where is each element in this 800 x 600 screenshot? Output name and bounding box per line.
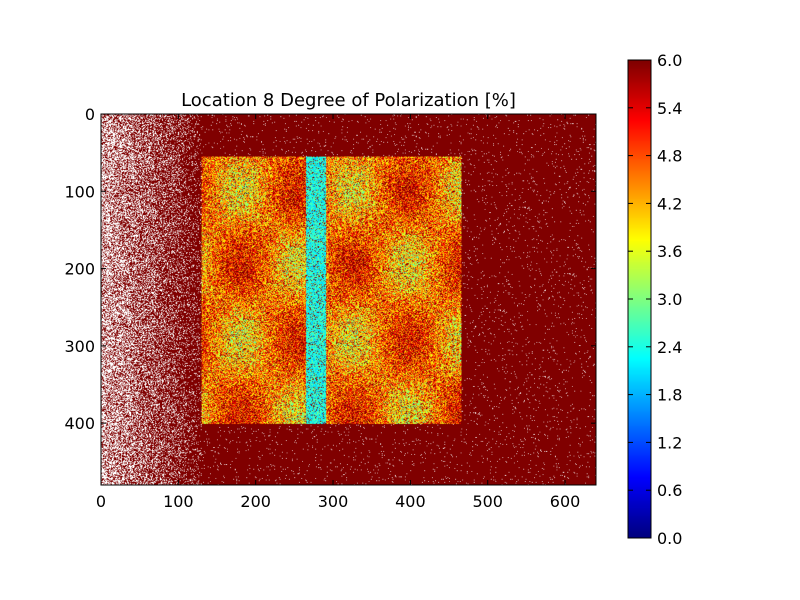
colorbar-tick-label: 6.0 <box>657 51 682 70</box>
x-tick-label: 600 <box>550 492 581 511</box>
colorbar-tick-label: 5.4 <box>657 99 682 118</box>
y-tick-label: 300 <box>64 337 95 356</box>
colorbar: 0.0 0.6 1.2 1.8 2.4 3.0 3.6 4.2 4.8 5.4 6.0 <box>627 51 682 548</box>
y-tick-label: 200 <box>64 260 95 279</box>
y-tick-label: 400 <box>64 414 95 433</box>
y-tick-label: 0 <box>85 105 95 124</box>
y-axis: 0 100 200 300 400 <box>64 105 596 433</box>
colorbar-tick-label: 0.0 <box>657 529 682 548</box>
colorbar-tick-label: 0.6 <box>657 481 682 500</box>
colorbar-tick-label: 4.8 <box>657 147 682 166</box>
x-tick-label: 100 <box>163 492 194 511</box>
colorbar-tick-label: 1.2 <box>657 433 682 452</box>
y-tick-label: 100 <box>64 182 95 201</box>
heatmap-image <box>101 114 596 485</box>
colorbar-ticks: 0.0 0.6 1.2 1.8 2.4 3.0 3.6 4.2 4.8 5.4 6.0 <box>628 51 682 548</box>
heatmap-area <box>100 113 597 486</box>
colorbar-tick-label: 4.2 <box>657 194 682 213</box>
x-tick-label: 400 <box>395 492 426 511</box>
colorbar-tick-label: 3.0 <box>657 290 682 309</box>
x-tick-label: 0 <box>96 492 106 511</box>
x-tick-label: 500 <box>472 492 503 511</box>
colorbar-tick-label: 2.4 <box>657 338 682 357</box>
colorbar-gradient <box>628 60 651 538</box>
x-tick-label: 200 <box>240 492 271 511</box>
colorbar-tick-label: 3.6 <box>657 242 682 261</box>
heatmap-frame <box>100 113 597 486</box>
colorbar-tick-label: 1.8 <box>657 386 682 405</box>
x-tick-label: 300 <box>318 492 349 511</box>
chart-title: Location 8 Degree of Polarization [%] <box>181 90 516 111</box>
x-axis: 0 100 200 300 400 500 600 <box>96 114 580 511</box>
